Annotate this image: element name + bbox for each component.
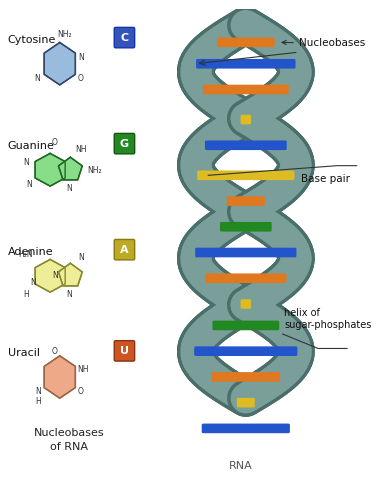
- FancyBboxPatch shape: [205, 273, 286, 283]
- Polygon shape: [44, 356, 75, 398]
- Text: H₂N: H₂N: [19, 249, 33, 259]
- Text: H: H: [36, 397, 42, 406]
- Text: N: N: [67, 290, 72, 299]
- Text: NH: NH: [77, 365, 89, 374]
- Text: RNA: RNA: [229, 461, 253, 470]
- Polygon shape: [58, 157, 82, 180]
- Text: A: A: [120, 244, 129, 255]
- FancyBboxPatch shape: [202, 424, 290, 433]
- Text: H: H: [23, 290, 29, 299]
- FancyBboxPatch shape: [114, 133, 135, 154]
- Text: O: O: [52, 138, 58, 147]
- Text: O: O: [52, 347, 58, 356]
- Text: helix of
sugar-phosphates: helix of sugar-phosphates: [284, 308, 372, 330]
- Text: Guanine: Guanine: [8, 141, 54, 151]
- Text: N: N: [67, 184, 72, 193]
- Text: N: N: [23, 158, 29, 167]
- Text: NH₂: NH₂: [87, 166, 102, 175]
- FancyBboxPatch shape: [196, 59, 296, 69]
- FancyBboxPatch shape: [212, 372, 280, 382]
- Polygon shape: [35, 260, 65, 292]
- Polygon shape: [58, 263, 82, 286]
- Text: Uracil: Uracil: [8, 348, 40, 358]
- FancyBboxPatch shape: [114, 27, 135, 48]
- FancyBboxPatch shape: [237, 398, 255, 408]
- FancyBboxPatch shape: [195, 248, 296, 257]
- FancyBboxPatch shape: [240, 299, 251, 309]
- Text: Cytosine: Cytosine: [8, 35, 56, 45]
- Text: Nucleobases: Nucleobases: [282, 38, 365, 48]
- FancyBboxPatch shape: [220, 222, 272, 232]
- Text: NH: NH: [75, 146, 87, 154]
- FancyBboxPatch shape: [212, 320, 279, 330]
- Polygon shape: [44, 42, 75, 85]
- Text: Base pair: Base pair: [301, 174, 350, 185]
- Text: C: C: [120, 33, 128, 42]
- Text: O: O: [78, 387, 84, 396]
- Text: N: N: [78, 253, 84, 262]
- Text: N: N: [30, 279, 36, 287]
- Text: N: N: [78, 53, 84, 62]
- Text: NH₂: NH₂: [57, 30, 72, 39]
- FancyBboxPatch shape: [197, 170, 294, 180]
- FancyBboxPatch shape: [217, 37, 275, 47]
- FancyBboxPatch shape: [227, 196, 265, 206]
- Text: N: N: [36, 387, 42, 396]
- FancyBboxPatch shape: [205, 140, 287, 150]
- Polygon shape: [35, 153, 65, 186]
- Text: N: N: [52, 271, 58, 280]
- FancyBboxPatch shape: [114, 240, 135, 260]
- Text: N: N: [35, 74, 40, 83]
- Text: U: U: [120, 346, 129, 356]
- FancyBboxPatch shape: [203, 85, 289, 94]
- FancyBboxPatch shape: [240, 115, 251, 124]
- FancyBboxPatch shape: [114, 341, 135, 361]
- Text: G: G: [120, 139, 129, 149]
- Text: N: N: [26, 180, 32, 189]
- FancyBboxPatch shape: [194, 346, 297, 356]
- Text: Adenine: Adenine: [8, 247, 53, 257]
- Text: Nucleobases
of RNA: Nucleobases of RNA: [34, 428, 105, 451]
- Text: O: O: [78, 74, 84, 83]
